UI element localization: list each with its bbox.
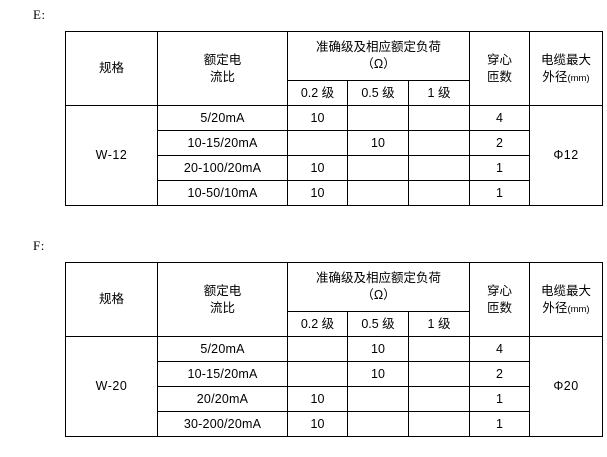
- header-max-cable-diameter: 电缆最大 外径(mm): [529, 262, 604, 337]
- table-header-e: 规格 额定电 流比 准确级及相应额定负荷 （Ω） 穿心 匝数 电缆最大 外径(m…: [65, 31, 604, 106]
- cell-spec-value: W-12: [65, 105, 158, 206]
- header-grade-1: 1 级: [407, 311, 471, 337]
- cell-ratio: 5/20mA: [157, 105, 288, 131]
- cell-ratio: 10-50/10mA: [157, 180, 288, 206]
- header-accuracy-group-line2: （Ω）: [361, 288, 396, 302]
- table-row: 30-200/20mA 10 1: [66, 411, 603, 437]
- cell-grade-0-5: [347, 105, 409, 131]
- spec-table-f: 规格 额定电 流比 准确级及相应额定负荷 （Ω） 穿心 匝数 电缆最大 外径(m…: [65, 262, 604, 437]
- cell-grade-1: [407, 336, 471, 362]
- cell-turns: 1: [469, 386, 531, 412]
- cell-grade-0-5: [347, 411, 409, 437]
- cell-diameter-value: Φ12: [529, 105, 604, 206]
- cell-grade-1: [407, 180, 471, 206]
- cell-grade-1: [407, 105, 471, 131]
- section-label-f: F:: [33, 238, 45, 253]
- header-rated-current-ratio-line2: 流比: [209, 300, 235, 315]
- table-row: W-12 5/20mA 10 4 Φ12: [65, 105, 604, 206]
- table-body-e: W-12 5/20mA 10 4 Φ12 10-15/20mA 10 2 20-…: [65, 105, 604, 206]
- header-turns: 穿心 匝数: [469, 31, 531, 106]
- table-row: 10-15/20mA 10 2: [66, 130, 603, 156]
- header-turns-line2: 匝数: [487, 69, 513, 84]
- cell-spec-value: W-20: [65, 336, 158, 437]
- cell-grade-0-5: [347, 155, 409, 181]
- header-max-cable-diameter-line1: 电缆最大: [541, 283, 592, 298]
- cell-turns: 4: [469, 105, 531, 131]
- cell-turns: 2: [469, 130, 531, 156]
- cell-grade-1: [407, 130, 471, 156]
- cell-grade-0-2: 10: [287, 411, 348, 437]
- cell-grade-0-2: [287, 336, 348, 362]
- header-spec: 规格: [65, 262, 158, 337]
- table-body-f: W-20 5/20mA 10 4 Φ20 10-15/20mA 10 2 20/…: [65, 336, 604, 437]
- table-row: W-20 5/20mA 10 4 Φ20: [65, 336, 604, 437]
- header-turns-line1: 穿心: [487, 283, 513, 298]
- header-grade-1: 1 级: [407, 80, 471, 106]
- header-grade-0-5: 0.5 级: [347, 80, 409, 106]
- cell-grade-0-5: 10: [347, 361, 409, 387]
- header-turns-line2: 匝数: [487, 300, 513, 315]
- cell-ratio: 30-200/20mA: [157, 411, 288, 437]
- header-accuracy-group-line2: （Ω）: [361, 57, 396, 71]
- cell-grade-0-2: [287, 361, 348, 387]
- section-label-e: E:: [33, 7, 46, 22]
- header-rated-current-ratio-line2: 流比: [209, 69, 235, 84]
- header-row-secondary: 0.2 级 0.5 级 1 级: [66, 80, 603, 106]
- cell-grade-0-5: 10: [347, 130, 409, 156]
- cell-turns: 1: [469, 180, 531, 206]
- spec-table-e: 规格 额定电 流比 准确级及相应额定负荷 （Ω） 穿心 匝数 电缆最大 外径(m…: [65, 31, 604, 206]
- header-grade-0-5: 0.5 级: [347, 311, 409, 337]
- cell-ratio: 10-15/20mA: [157, 361, 288, 387]
- cell-turns: 1: [469, 411, 531, 437]
- header-accuracy-group: 准确级及相应额定负荷 （Ω）: [286, 262, 471, 312]
- cell-grade-1: [407, 361, 471, 387]
- header-grade-0-2: 0.2 级: [287, 80, 348, 106]
- cell-grade-0-2: 10: [287, 155, 348, 181]
- cell-ratio: 20-100/20mA: [157, 155, 288, 181]
- header-spec: 规格: [65, 31, 158, 106]
- cell-ratio: 20/20mA: [157, 386, 288, 412]
- cell-grade-0-2: [287, 130, 348, 156]
- header-row-primary: 规格 额定电 流比 准确级及相应额定负荷 （Ω） 穿心 匝数 电缆最大 外径(m…: [65, 31, 604, 106]
- cell-turns: 2: [469, 361, 531, 387]
- cell-turns: 4: [469, 336, 531, 362]
- cell-grade-1: [407, 155, 471, 181]
- cell-grade-0-5: 10: [347, 336, 409, 362]
- cell-grade-0-2: 10: [287, 105, 348, 131]
- header-grade-0-2: 0.2 级: [287, 311, 348, 337]
- header-max-cable-diameter-text: 外径: [542, 69, 568, 84]
- cell-grade-1: [407, 386, 471, 412]
- cell-grade-0-2: 10: [287, 386, 348, 412]
- cell-ratio: 10-15/20mA: [157, 130, 288, 156]
- header-max-cable-diameter-line1: 电缆最大: [541, 52, 592, 67]
- cell-grade-1: [407, 411, 471, 437]
- cell-diameter-value: Φ20: [529, 336, 604, 437]
- header-max-cable-diameter-unit: (mm): [567, 303, 590, 315]
- header-turns: 穿心 匝数: [469, 262, 531, 337]
- header-accuracy-group-line1: 准确级及相应额定负荷: [316, 40, 442, 55]
- cell-grade-0-2: 10: [287, 180, 348, 206]
- header-max-cable-diameter-line2: 外径(mm): [530, 300, 602, 317]
- header-accuracy-group: 准确级及相应额定负荷 （Ω）: [286, 31, 471, 81]
- cell-grade-0-5: [347, 386, 409, 412]
- cell-ratio: 5/20mA: [157, 336, 288, 362]
- header-max-cable-diameter: 电缆最大 外径(mm): [529, 31, 604, 106]
- cell-grade-0-5: [347, 180, 409, 206]
- header-rated-current-ratio-line1: 额定电: [203, 283, 242, 298]
- table-row: 10-50/10mA 10 1: [66, 180, 603, 206]
- header-max-cable-diameter-unit: (mm): [567, 72, 590, 84]
- header-rated-current-ratio-line1: 额定电: [203, 52, 242, 67]
- header-rated-current-ratio: 额定电 流比: [157, 31, 288, 106]
- header-rated-current-ratio: 额定电 流比: [157, 262, 288, 337]
- table-header-f: 规格 额定电 流比 准确级及相应额定负荷 （Ω） 穿心 匝数 电缆最大 外径(m…: [65, 262, 604, 337]
- header-row-primary: 规格 额定电 流比 准确级及相应额定负荷 （Ω） 穿心 匝数 电缆最大 外径(m…: [65, 262, 604, 337]
- header-accuracy-group-line1: 准确级及相应额定负荷: [316, 271, 442, 286]
- header-max-cable-diameter-line2: 外径(mm): [530, 69, 602, 86]
- header-turns-line1: 穿心: [487, 52, 513, 67]
- cell-turns: 1: [469, 155, 531, 181]
- header-max-cable-diameter-text: 外径: [542, 300, 568, 315]
